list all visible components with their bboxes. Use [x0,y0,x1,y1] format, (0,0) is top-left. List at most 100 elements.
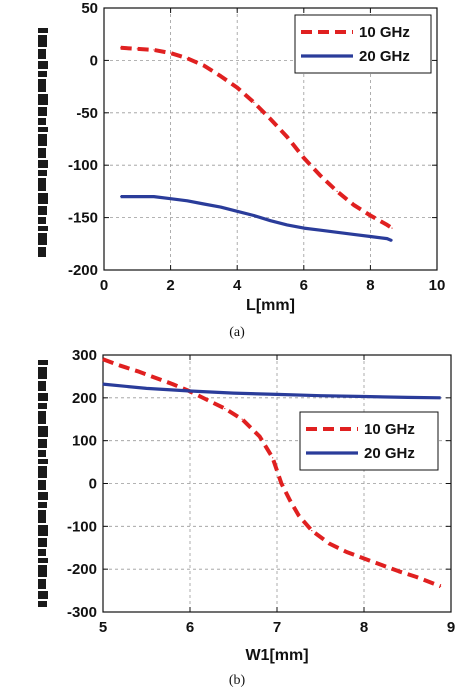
y-tick-label: -50 [76,105,98,122]
y-tick-label: -200 [67,561,97,578]
data-point [303,157,305,159]
chart-panel-a: 0 2 4 6 8 10 -200 -150 -100 -50 0 50 L[mm](a) 10 GHz 2… [38,0,445,340]
y-axis-label-glyph [38,525,48,536]
y-axis-label-glyph [38,480,46,490]
legend-label: 10 GHz [359,24,410,41]
y-axis-label-glyph [38,160,48,168]
y-axis-label-glyph [38,411,46,424]
data-point [406,396,409,399]
data-point [369,235,371,238]
y-axis-label-glyph [38,28,48,33]
legend-label: 10 GHz [364,421,415,438]
data-point [219,75,222,77]
y-axis-label-glyph [38,601,47,607]
y-axis-label-glyph [38,367,47,379]
data-point [253,214,255,217]
data-point [303,227,305,229]
y-axis-label-glyph [38,94,48,105]
data-point [363,557,365,560]
y-axis-label-glyph [38,426,48,437]
y-axis-label-glyph [38,206,47,215]
data-point [369,214,371,217]
data-point [272,457,274,459]
data-point [319,175,322,177]
data-point [102,358,104,360]
y-axis-label-glyph [38,71,47,77]
y-axis-label-glyph [38,233,47,245]
data-point [269,118,272,120]
legend-box [299,411,439,471]
data-point [232,392,235,394]
y-axis-label-graphic [38,360,48,607]
y-tick-label: 0 [90,52,98,69]
data-point [439,585,442,587]
data-point [219,206,222,208]
data-point [153,49,155,51]
data-point [170,198,172,200]
y-tick-label: -300 [67,604,97,621]
data-point [391,227,393,229]
data-point [224,407,226,410]
y-axis-label-glyph [38,450,46,457]
x-tick-label: 9 [447,619,455,636]
data-point [170,52,172,54]
y-axis-label-glyph [38,247,46,257]
x-tick-label: 8 [360,619,368,636]
series-line-20ghz [120,195,393,243]
x-tick-label: 6 [300,277,308,294]
data-point [280,482,282,485]
data-point [253,101,255,103]
y-axis-label-glyph [38,127,48,132]
data-point [363,395,365,398]
data-point [120,196,122,198]
y-axis-label-glyph [38,565,47,577]
y-axis-label-glyph [38,558,48,563]
y-axis-label-glyph [38,466,47,478]
x-tick-label: 2 [166,277,174,294]
panel-caption: (b) [229,673,246,688]
data-point [353,233,355,235]
y-tick-label: -100 [68,157,98,174]
y-tick-label: -150 [68,210,98,227]
data-point [286,136,288,138]
x-axis-title: W1[mm] [245,647,308,664]
y-axis-label-glyph [38,107,47,116]
data-point [120,47,122,49]
y-axis-label-glyph [38,118,46,125]
data-point [236,87,238,89]
data-point [415,576,417,578]
data-point [353,204,355,206]
y-axis-label-glyph [38,226,48,231]
y-axis-label-glyph [38,549,46,556]
x-axis-title: L[mm] [246,297,295,314]
x-tick-label: 8 [366,277,374,294]
y-axis-label-glyph [38,49,46,59]
axes-frame [103,7,438,271]
y-axis-label-glyph [38,61,48,69]
y-tick-label: -100 [67,518,97,535]
y-axis-label-glyph [38,178,46,191]
y-axis-label-glyph [38,381,46,391]
x-tick-label: 5 [99,619,107,636]
data-point [203,203,205,205]
y-axis-label-glyph [38,510,46,523]
data-point [203,65,205,67]
legend: 10 GHz 20 GHz [299,411,439,471]
y-axis-label-glyph [38,459,48,464]
y-axis-label-glyph [38,79,46,92]
data-point [286,224,288,226]
x-tick-label: 4 [233,277,242,294]
data-point [102,383,104,385]
y-axis-label-glyph [38,502,47,508]
series-line-10ghz [120,45,394,230]
data-point [386,237,388,240]
x-tick-label: 6 [186,619,194,636]
data-point [298,515,300,517]
data-point [119,365,121,367]
x-tick-label: 7 [273,619,281,636]
y-axis-label-glyph [38,134,47,146]
data-point [153,196,155,198]
panel-caption: (a) [229,325,245,340]
y-axis-label-glyph [38,492,48,500]
data-point [186,200,188,202]
